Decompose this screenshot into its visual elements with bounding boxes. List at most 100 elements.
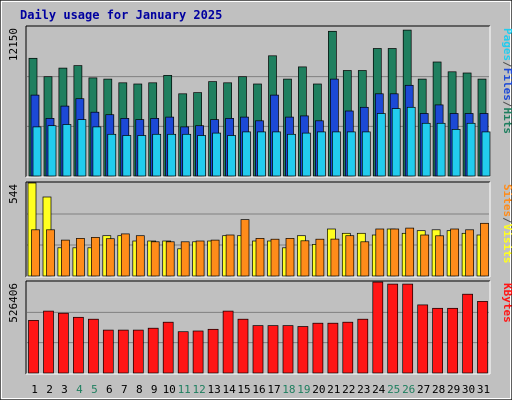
bar-kbytes-day-22	[342, 321, 354, 374]
bar-pages-day-7	[122, 135, 132, 177]
x-label-day-21: 21	[327, 383, 340, 396]
x-label-day-20: 20	[312, 383, 325, 396]
bar-pages-day-5	[92, 126, 102, 177]
bar-kbytes-day-16	[252, 325, 264, 374]
x-label-day-1: 1	[31, 383, 38, 396]
y-axis-max-label: 12150	[7, 28, 20, 61]
bar-kbytes-day-19	[297, 326, 309, 374]
panel-legend: KBytes	[501, 283, 512, 323]
bar-kbytes-day-5	[88, 318, 99, 374]
bar-pages-day-2	[47, 125, 57, 177]
bar-pages-day-19	[302, 132, 311, 177]
bar-sites-day-10	[165, 241, 175, 277]
x-label-day-28: 28	[432, 383, 445, 396]
bar-kbytes-day-3	[58, 312, 69, 374]
bar-sites-day-1	[31, 229, 40, 277]
bar-kbytes-day-13	[207, 328, 219, 374]
chart-title: Daily usage for January 2025	[20, 8, 222, 22]
x-label-day-11: 11	[178, 383, 191, 396]
bar-sites-day-24	[375, 228, 385, 277]
x-label-day-26: 26	[402, 383, 415, 396]
bar-kbytes-day-23	[357, 318, 369, 374]
y-axis-max-label: 544	[7, 184, 20, 204]
panel-legend: Sites/Visits	[501, 184, 512, 264]
bar-sites-day-23	[360, 241, 370, 277]
x-label-day-6: 6	[106, 383, 113, 396]
bar-sites-day-13	[210, 239, 220, 277]
bar-kbytes-day-31	[477, 301, 488, 374]
legend-entry: Files	[501, 68, 512, 101]
bar-pages-day-11	[182, 133, 192, 177]
bar-pages-day-29	[451, 129, 461, 177]
bar-pages-day-10	[167, 133, 177, 177]
bar-sites-day-8	[135, 235, 145, 277]
legend-entry: /	[501, 101, 512, 108]
bar-kbytes-day-6	[102, 329, 114, 374]
bar-kbytes-day-9	[147, 327, 159, 374]
bar-pages-day-17	[272, 131, 281, 177]
bars	[27, 182, 489, 277]
bar-pages-day-25	[391, 108, 401, 177]
bar-pages-day-27	[421, 122, 431, 177]
x-label-day-8: 8	[136, 383, 143, 396]
bar-sites-day-21	[330, 238, 340, 277]
x-label-day-13: 13	[207, 383, 220, 396]
x-label-day-12: 12	[192, 383, 205, 396]
x-label-day-23: 23	[357, 383, 370, 396]
bar-sites-day-12	[195, 240, 205, 277]
x-label-day-3: 3	[61, 383, 68, 396]
bar-sites-day-31	[480, 222, 489, 277]
x-label-day-19: 19	[297, 383, 310, 396]
bar-sites-day-18	[285, 238, 295, 277]
bar-kbytes-day-4	[73, 316, 84, 374]
bar-pages-day-8	[137, 135, 147, 177]
bar-kbytes-day-30	[462, 293, 473, 374]
bar-kbytes-day-29	[447, 307, 458, 374]
bar-sites-day-15	[240, 219, 250, 277]
bar-pages-day-20	[317, 131, 326, 177]
x-label-day-2: 2	[46, 383, 53, 396]
bar-pages-day-21	[332, 131, 341, 177]
bar-pages-day-23	[361, 131, 371, 177]
bar-pages-day-14	[227, 135, 236, 177]
bar-sites-day-14	[225, 234, 235, 277]
bar-sites-day-20	[315, 238, 325, 277]
bar-pages-day-13	[212, 132, 221, 177]
bar-kbytes-day-17	[267, 325, 279, 374]
bar-sites-day-3	[61, 239, 70, 277]
bar-kbytes-day-8	[132, 329, 144, 374]
chart-panel-2: 544 Sites/Visits	[7, 181, 512, 278]
bars	[28, 29, 491, 177]
x-label-day-4: 4	[76, 383, 83, 396]
bar-pages-day-15	[242, 131, 251, 177]
bar-pages-day-28	[436, 122, 446, 177]
bar-kbytes-day-25	[387, 283, 399, 374]
bar-kbytes-day-10	[162, 321, 174, 374]
bar-kbytes-day-7	[117, 329, 129, 374]
y-axis-max-label: 526406	[7, 283, 20, 323]
bar-pages-day-22	[346, 131, 356, 177]
bar-pages-day-31	[481, 131, 491, 177]
x-label-day-17: 17	[267, 383, 280, 396]
bar-pages-day-30	[466, 122, 476, 177]
bar-kbytes-day-2	[43, 310, 54, 374]
bar-pages-day-1	[32, 126, 42, 177]
bar-pages-day-24	[376, 113, 386, 177]
bar-kbytes-day-1	[28, 320, 39, 374]
legend-entry: Visits	[501, 224, 512, 264]
x-label-day-24: 24	[372, 383, 386, 396]
bar-sites-day-25	[390, 228, 400, 277]
bar-kbytes-day-12	[192, 330, 204, 374]
x-label-day-29: 29	[447, 383, 460, 396]
x-label-day-10: 10	[163, 383, 176, 396]
bar-sites-day-7	[120, 233, 130, 277]
bar-sites-day-11	[180, 241, 190, 277]
bar-sites-day-29	[450, 228, 459, 277]
bar-sites-day-27	[420, 234, 430, 277]
bar-kbytes-day-24	[372, 281, 384, 374]
